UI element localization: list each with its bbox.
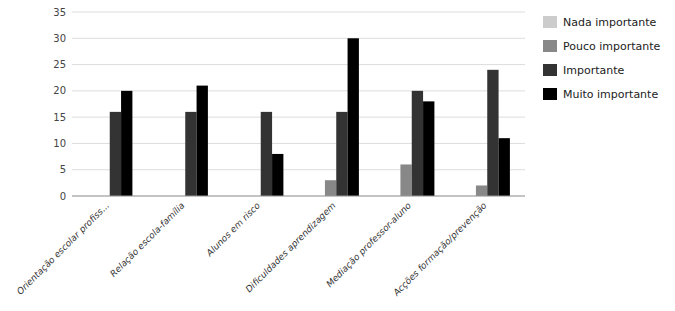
grid-line [72,90,525,91]
bar [400,164,411,196]
bar [272,154,283,196]
legend: Nada importante Pouco importante Important… [543,16,661,101]
bar [499,138,510,196]
x-tick-label: Relação escola-família [108,200,187,279]
y-tick-label: 15 [53,112,66,123]
bar [348,38,359,196]
legend-swatch [543,40,557,52]
x-axis-line [72,196,525,197]
y-tick-label: 5 [60,164,66,175]
x-tick-label: Dificuldades aprendizagem [244,200,338,294]
bar [412,91,423,196]
y-tick-label: 30 [53,33,66,44]
x-tick-label: Orientação escolar profiss... [15,200,111,296]
bars [110,38,510,196]
bar [121,91,132,196]
chart: 0 5 10 15 20 25 30 35 Orientação escolar profiss… [0,0,675,311]
grid-line [72,64,525,65]
x-tick-label: Mediação professor-aluno [324,200,413,289]
y-tick-label: 20 [53,85,66,96]
y-tick-label: 0 [60,191,66,202]
bar [487,70,498,196]
y-tick-label: 25 [53,59,66,70]
grid-line [72,38,525,39]
bar [261,112,272,196]
grid-line [72,196,525,197]
bar [336,112,347,196]
bar [423,101,434,196]
grid-line [72,169,525,170]
bar [197,86,208,196]
x-tick-label: Alunos em risco [204,200,263,259]
x-tick-label: Acções formação/prevenção [391,200,489,298]
legend-swatch [543,16,557,28]
grid-line [72,12,525,13]
grid-line [72,143,525,144]
legend-label: Importante [563,64,625,77]
bar [185,112,196,196]
grid-line [72,117,525,118]
legend-label: Pouco importante [563,40,661,53]
bar [110,112,121,196]
grid [72,12,525,196]
legend-label: Nada importante [563,16,657,29]
y-tick-label: 35 [53,7,66,18]
legend-swatch [543,88,557,100]
y-tick-label: 10 [53,138,66,149]
legend-swatch [543,64,557,76]
legend-label: Muito importante [563,88,658,101]
bar [476,185,487,196]
bar [325,180,336,196]
